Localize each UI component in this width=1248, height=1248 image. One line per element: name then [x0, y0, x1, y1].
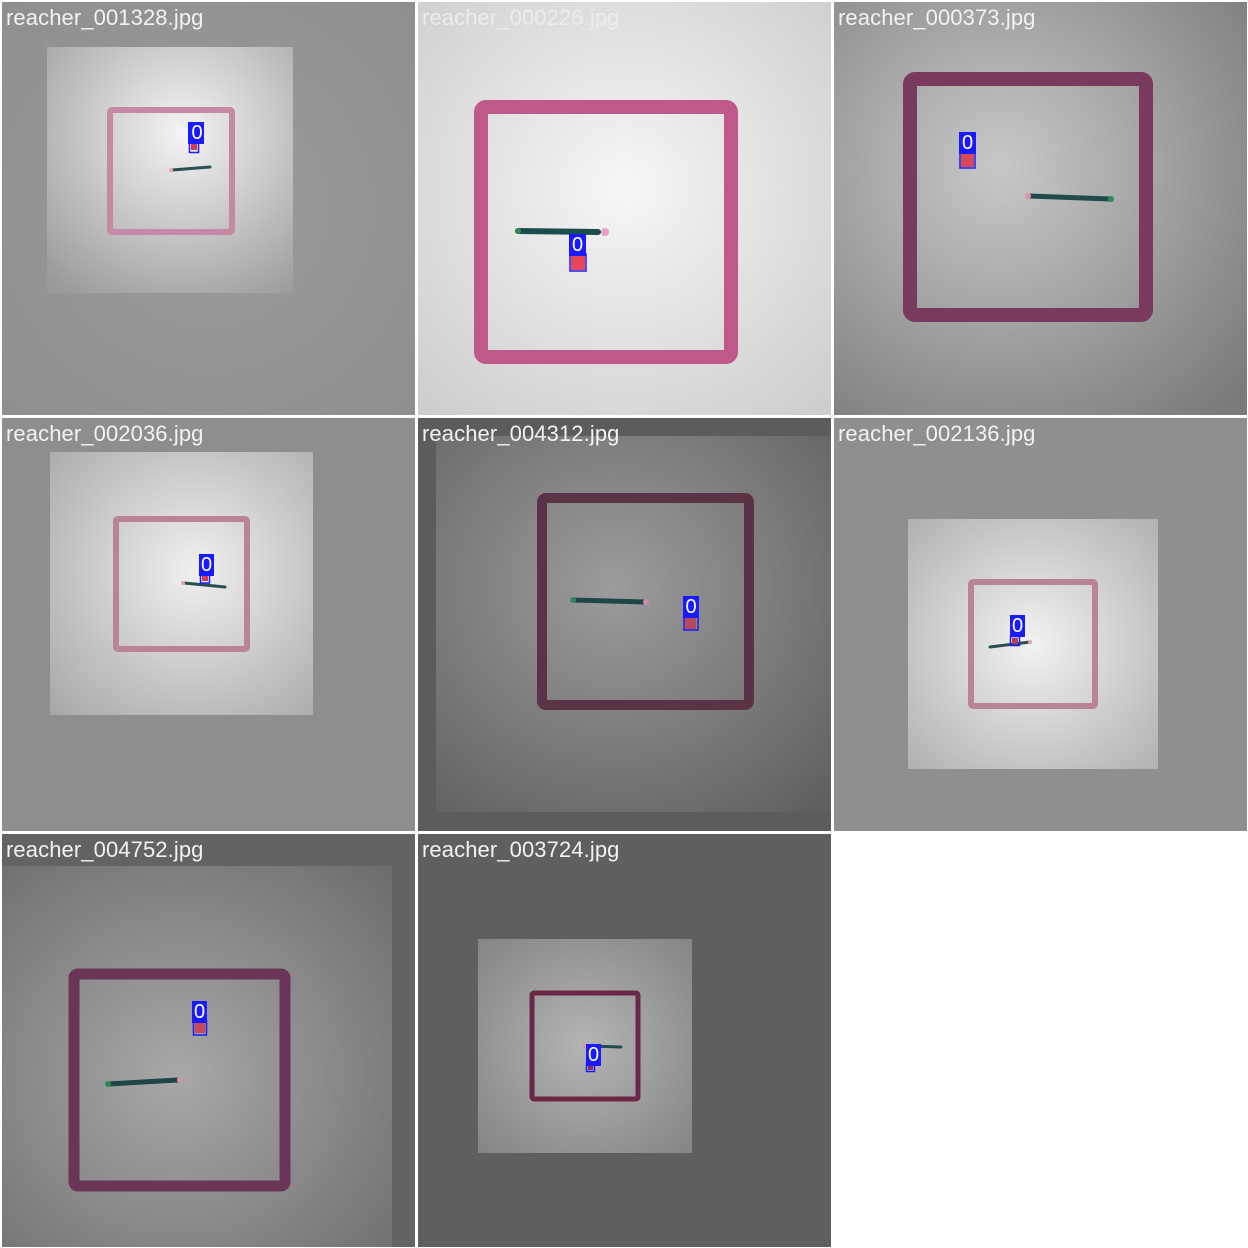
detection-box [1009, 615, 1025, 647]
detection-class-label: 0 [685, 596, 697, 618]
image-filename: reacher_001328.jpg [6, 5, 204, 30]
image-filename: reacher_003724.jpg [422, 837, 620, 862]
detection-class-label: 0 [571, 234, 584, 256]
detection-box [959, 132, 976, 169]
image-tile[interactable]: 0 reacher_001328.jpg [2, 2, 415, 415]
reacher-arm [1026, 193, 1113, 202]
arm-tip [1025, 193, 1031, 199]
reacher-arm [105, 1077, 181, 1087]
detection-class-label: 0 [587, 1044, 600, 1066]
image-filename: reacher_000373.jpg [838, 5, 1036, 30]
image-tile[interactable]: 0 reacher_002036.jpg [2, 418, 415, 831]
arm-tip [601, 228, 609, 236]
arm-joint [105, 1081, 111, 1087]
detection-box [585, 1044, 601, 1073]
arm-joint [1108, 196, 1114, 202]
reacher-arm [182, 581, 227, 589]
image-tile[interactable]: 0 reacher_000226.jpg [418, 2, 831, 415]
reacher-arm [170, 165, 212, 172]
arena-wall [113, 516, 250, 652]
image-tile[interactable]: 0 reacher_002136.jpg [834, 418, 1247, 831]
image-tile[interactable]: 0 reacher_004752.jpg [2, 834, 415, 1247]
rendered-scene [2, 418, 415, 831]
arm-tip [1028, 640, 1032, 644]
rendered-scene [2, 2, 415, 415]
arm-joint [570, 597, 576, 603]
detection-box [683, 596, 699, 631]
arena-wall [529, 990, 641, 1102]
arena-wall [968, 579, 1098, 709]
detection-class-label: 0 [200, 554, 213, 576]
empty-grid-cell [834, 834, 1247, 1247]
rendered-scene [418, 834, 831, 1247]
target [685, 618, 696, 629]
image-filename: reacher_004312.jpg [422, 421, 620, 446]
image-tile[interactable]: 0 reacher_000373.jpg [834, 2, 1247, 415]
arena-floor [908, 519, 1158, 769]
detection-class-label: 0 [1011, 615, 1024, 637]
image-filename: reacher_002036.jpg [6, 421, 204, 446]
detection-class-label: 0 [191, 122, 203, 144]
target [571, 256, 585, 270]
image-filename: reacher_004752.jpg [6, 837, 204, 862]
target [195, 1023, 205, 1033]
arena-wall [68, 968, 291, 1192]
image-filename: reacher_002136.jpg [838, 421, 1036, 446]
image-tile[interactable]: 0 reacher_003724.jpg [418, 834, 831, 1247]
detection-box [188, 122, 204, 154]
rendered-scene [2, 834, 415, 1247]
arena-wall [903, 72, 1153, 322]
detection-box [192, 1001, 208, 1036]
arena-floor [436, 436, 831, 812]
image-tile[interactable]: 0 reacher_004312.jpg [418, 418, 831, 831]
detection-class-label: 0 [961, 132, 974, 154]
arm-tip [181, 581, 185, 585]
rendered-scene [834, 418, 1247, 831]
background [834, 2, 1247, 415]
detection-class-label: 0 [193, 1001, 206, 1023]
target [202, 575, 208, 581]
reacher-arm [515, 228, 601, 235]
image-filename: reacher_000226.jpg [422, 5, 620, 30]
arm-tip [643, 599, 649, 605]
arena-wall [107, 107, 235, 235]
target [588, 1065, 593, 1070]
arm-tip [177, 1077, 183, 1083]
detection-box [569, 234, 587, 272]
target [191, 144, 197, 150]
rendered-scene [418, 2, 831, 415]
target [1012, 638, 1018, 644]
arm-tip [169, 168, 173, 172]
rendered-scene [418, 418, 831, 831]
arm-joint [515, 228, 521, 234]
arena-wall [537, 493, 754, 710]
detection-box [199, 554, 214, 584]
reacher-arm [570, 597, 647, 605]
target [961, 154, 974, 167]
rendered-scene [834, 2, 1247, 415]
arena-wall [474, 100, 738, 364]
